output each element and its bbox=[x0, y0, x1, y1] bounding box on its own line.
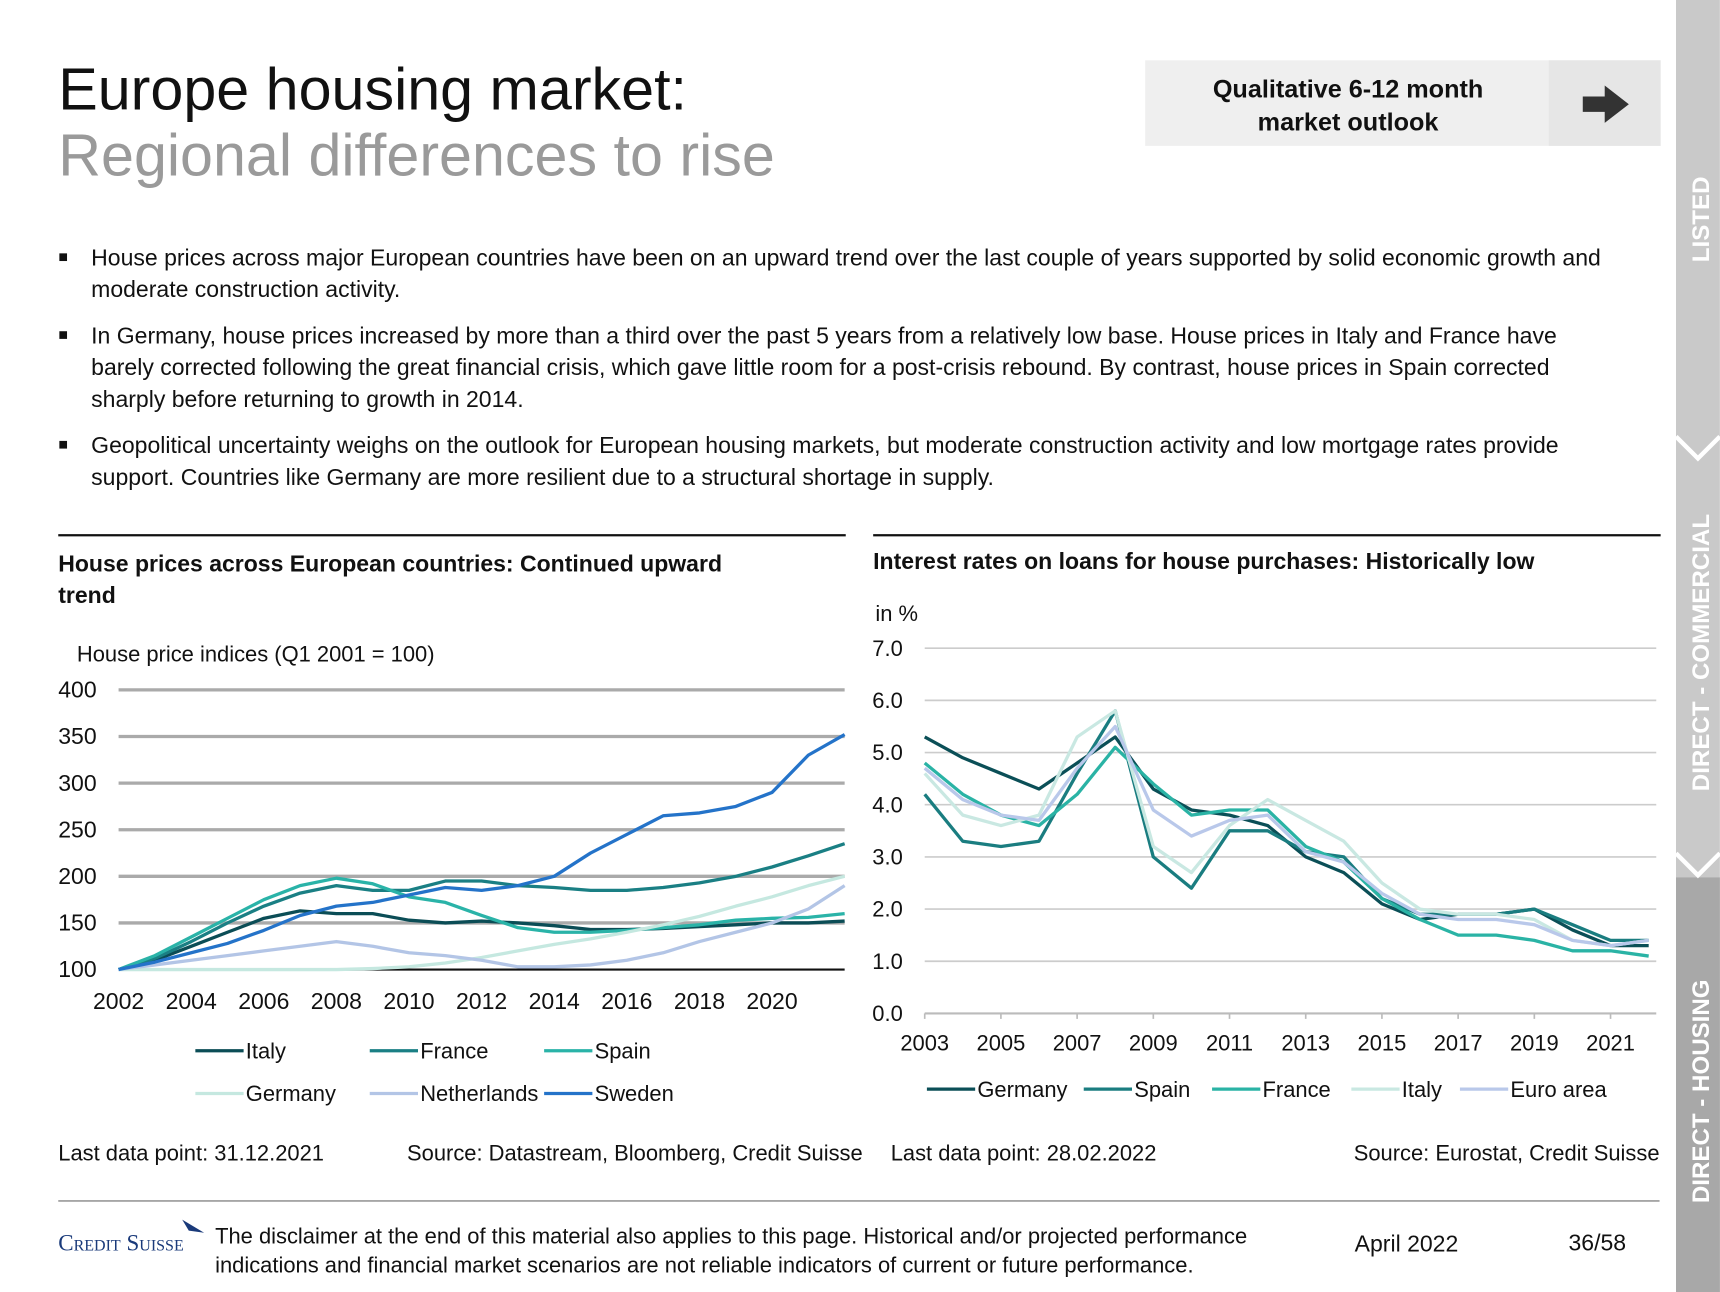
x-tick-label: 2020 bbox=[746, 988, 797, 1014]
series-line bbox=[923, 724, 1649, 948]
side-tab[interactable]: DIRECT - HOUSING bbox=[1688, 979, 1715, 1203]
page-number: 36/58 bbox=[1569, 1229, 1627, 1255]
bullet-marker bbox=[59, 331, 68, 339]
x-tick-label: 2021 bbox=[1586, 1031, 1635, 1056]
bullet-marker bbox=[59, 253, 68, 262]
series-line bbox=[118, 884, 846, 972]
x-tick-label: 2015 bbox=[1358, 1031, 1407, 1056]
y-tick-label: 200 bbox=[58, 863, 96, 889]
x-tick-label: 2005 bbox=[977, 1031, 1026, 1056]
x-tick-label: 2009 bbox=[1129, 1031, 1178, 1056]
x-tick-label: 2017 bbox=[1434, 1031, 1483, 1056]
y-tick-label: 400 bbox=[58, 677, 96, 703]
legend-label: Italy bbox=[1402, 1077, 1442, 1102]
legend-label: Netherlands bbox=[420, 1081, 538, 1106]
arrow-icon bbox=[1582, 85, 1629, 123]
legend-label: Spain bbox=[595, 1038, 651, 1063]
x-tick-label: 2011 bbox=[1206, 1031, 1253, 1056]
disclaimer: indications and financial market scenari… bbox=[215, 1252, 1193, 1277]
legend-label: France bbox=[1263, 1077, 1331, 1102]
x-tick-label: 2016 bbox=[601, 988, 652, 1014]
x-tick-label: 2013 bbox=[1281, 1031, 1330, 1056]
series-line bbox=[118, 733, 846, 972]
bullet-marker bbox=[59, 440, 68, 449]
legend-label: Sweden bbox=[595, 1081, 674, 1106]
date: April 2022 bbox=[1355, 1230, 1459, 1256]
x-tick-label: 2003 bbox=[900, 1031, 949, 1056]
series-line bbox=[923, 709, 1649, 943]
y-tick-label: 0.0 bbox=[872, 1001, 902, 1026]
bullet-text: In Germany, house prices increased by mo… bbox=[91, 322, 1557, 348]
chevron bbox=[1674, 434, 1720, 462]
x-tick-label: 2012 bbox=[456, 988, 507, 1014]
side-tab[interactable]: LISTED bbox=[1688, 176, 1715, 262]
source: Source: Datastream, Bloomberg, Credit Su… bbox=[407, 1140, 863, 1165]
chart-title: trend bbox=[58, 582, 116, 608]
y-tick-label: 2.0 bbox=[872, 897, 902, 922]
y-tick-label: 150 bbox=[58, 910, 96, 936]
side-tab[interactable]: DIRECT - COMMERCIAL bbox=[1688, 514, 1715, 791]
legend-label: Italy bbox=[246, 1038, 286, 1063]
series-line bbox=[118, 909, 845, 972]
series-line bbox=[923, 745, 1649, 958]
note: Last data point: 28.02.2022 bbox=[891, 1140, 1157, 1165]
source: Source: Eurostat, Credit Suisse bbox=[1354, 1140, 1660, 1165]
x-tick-label: 2019 bbox=[1510, 1031, 1559, 1056]
bullet-text: barely corrected following the great fin… bbox=[91, 354, 1549, 380]
disclaimer: The disclaimer at the end of this materi… bbox=[215, 1224, 1247, 1249]
chart-title: House prices across European countries: … bbox=[58, 550, 722, 576]
y-tick-label: 350 bbox=[58, 723, 96, 749]
x-tick-label: 2002 bbox=[93, 988, 144, 1014]
logo-sails bbox=[182, 1219, 205, 1233]
outlook-text: Qualitative 6-12 month bbox=[1213, 76, 1483, 104]
legend-label: Euro area bbox=[1510, 1077, 1607, 1102]
x-tick-label: 2007 bbox=[1053, 1031, 1102, 1056]
side-tab-active bbox=[1676, 877, 1720, 1292]
title: Europe housing market: bbox=[58, 56, 687, 123]
subtitle: Regional differences to rise bbox=[58, 121, 775, 188]
note: Last data point: 31.12.2021 bbox=[58, 1140, 324, 1165]
legend-label: France bbox=[420, 1038, 488, 1063]
bullet-text: sharply before returning to growth in 20… bbox=[91, 386, 523, 412]
series-line bbox=[117, 876, 845, 972]
y-tick-label: 5.0 bbox=[872, 740, 902, 765]
outlook-text: market outlook bbox=[1258, 109, 1440, 137]
y-tick-label: 6.0 bbox=[872, 688, 902, 713]
legend-label: Germany bbox=[977, 1077, 1067, 1102]
y-tick-label: 4.0 bbox=[872, 792, 902, 817]
x-tick-label: 2010 bbox=[383, 988, 434, 1014]
y-tick-label: 3.0 bbox=[872, 845, 902, 870]
bullet-text: House prices across major European count… bbox=[91, 244, 1601, 270]
bullet-text: Geopolitical uncertainty weighs on the o… bbox=[91, 432, 1558, 458]
y-tick-label: 250 bbox=[58, 816, 96, 842]
axis-label: in % bbox=[875, 601, 918, 626]
x-tick-label: 2018 bbox=[674, 988, 725, 1014]
logo: Credit Suisse bbox=[58, 1229, 183, 1255]
bullet-text: support. Countries like Germany are more… bbox=[91, 464, 994, 490]
x-tick-label: 2008 bbox=[311, 988, 362, 1014]
y-tick-label: 7.0 bbox=[872, 636, 902, 661]
y-tick-label: 300 bbox=[58, 770, 96, 796]
axis-label: House price indices (Q1 2001 = 100) bbox=[77, 641, 435, 666]
x-tick-label: 2006 bbox=[238, 988, 289, 1014]
y-tick-label: 100 bbox=[58, 956, 96, 982]
series-line bbox=[118, 874, 846, 972]
legend-label: Spain bbox=[1134, 1077, 1190, 1102]
y-tick-label: 1.0 bbox=[872, 949, 902, 974]
series-line bbox=[118, 842, 846, 972]
x-tick-label: 2014 bbox=[529, 988, 580, 1014]
chart-title: Interest rates on loans for house purcha… bbox=[873, 548, 1534, 574]
chevron bbox=[1674, 851, 1720, 879]
series-line bbox=[923, 709, 1649, 948]
bullet-text: moderate construction activity. bbox=[91, 276, 400, 302]
x-tick-label: 2004 bbox=[166, 988, 217, 1014]
legend-label: Germany bbox=[246, 1081, 336, 1106]
